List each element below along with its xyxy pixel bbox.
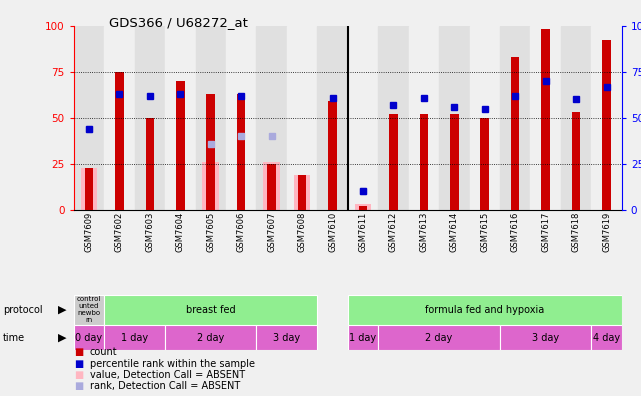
Text: 1 day: 1 day xyxy=(121,333,148,343)
Bar xyxy=(237,94,246,210)
Text: 1 day: 1 day xyxy=(349,333,376,343)
Text: ▶: ▶ xyxy=(58,333,66,343)
Bar xyxy=(146,118,154,210)
Bar xyxy=(572,112,580,210)
Bar xyxy=(203,162,219,210)
Bar xyxy=(378,26,409,210)
Bar xyxy=(256,325,317,350)
Bar xyxy=(74,295,104,325)
Text: ▶: ▶ xyxy=(58,305,66,315)
Bar xyxy=(115,72,124,210)
Text: 0 day: 0 day xyxy=(76,333,103,343)
Bar xyxy=(328,101,337,210)
Bar xyxy=(294,175,310,210)
Bar xyxy=(263,162,280,210)
Bar xyxy=(511,57,519,210)
Bar xyxy=(359,206,367,210)
Text: ■: ■ xyxy=(74,369,83,380)
Bar xyxy=(104,26,135,210)
Bar xyxy=(206,94,215,210)
Bar xyxy=(389,114,397,210)
Bar xyxy=(74,325,104,350)
Text: time: time xyxy=(3,333,26,343)
Bar xyxy=(226,26,256,210)
Bar xyxy=(165,26,196,210)
Text: ■: ■ xyxy=(74,358,83,369)
Bar xyxy=(317,26,347,210)
Bar xyxy=(287,26,317,210)
Text: rank, Detection Call = ABSENT: rank, Detection Call = ABSENT xyxy=(90,381,240,391)
Text: count: count xyxy=(90,347,117,358)
Text: 3 day: 3 day xyxy=(532,333,559,343)
Bar xyxy=(347,295,622,325)
Bar xyxy=(176,81,185,210)
Bar xyxy=(450,114,458,210)
Bar xyxy=(85,168,93,210)
Bar xyxy=(104,295,317,325)
Text: percentile rank within the sample: percentile rank within the sample xyxy=(90,358,254,369)
Text: formula fed and hypoxia: formula fed and hypoxia xyxy=(425,305,544,315)
Text: ■: ■ xyxy=(74,347,83,358)
Bar xyxy=(347,26,378,210)
Bar xyxy=(500,26,530,210)
Bar xyxy=(603,40,611,210)
Bar xyxy=(135,26,165,210)
Bar xyxy=(347,325,378,350)
Text: 4 day: 4 day xyxy=(593,333,620,343)
Bar xyxy=(530,26,561,210)
Bar xyxy=(481,118,489,210)
Bar xyxy=(591,26,622,210)
Bar xyxy=(378,325,500,350)
Text: ■: ■ xyxy=(74,381,83,391)
Bar xyxy=(439,26,469,210)
Text: value, Detection Call = ABSENT: value, Detection Call = ABSENT xyxy=(90,369,245,380)
Bar xyxy=(409,26,439,210)
Bar xyxy=(165,325,256,350)
Text: protocol: protocol xyxy=(3,305,43,315)
Text: control
unted
newbo
rn: control unted newbo rn xyxy=(77,296,101,324)
Bar xyxy=(542,29,550,210)
Bar xyxy=(104,325,165,350)
Bar xyxy=(561,26,591,210)
Bar xyxy=(354,204,371,210)
Text: GDS366 / U68272_at: GDS366 / U68272_at xyxy=(109,16,248,29)
Text: breast fed: breast fed xyxy=(186,305,235,315)
Bar xyxy=(196,26,226,210)
Bar xyxy=(420,114,428,210)
Bar xyxy=(298,175,306,210)
Bar xyxy=(591,325,622,350)
Bar xyxy=(81,168,97,210)
Bar xyxy=(469,26,500,210)
Bar xyxy=(256,26,287,210)
Text: 2 day: 2 day xyxy=(197,333,224,343)
Text: 3 day: 3 day xyxy=(273,333,301,343)
Text: 2 day: 2 day xyxy=(426,333,453,343)
Bar xyxy=(74,26,104,210)
Bar xyxy=(500,325,591,350)
Bar xyxy=(267,164,276,210)
